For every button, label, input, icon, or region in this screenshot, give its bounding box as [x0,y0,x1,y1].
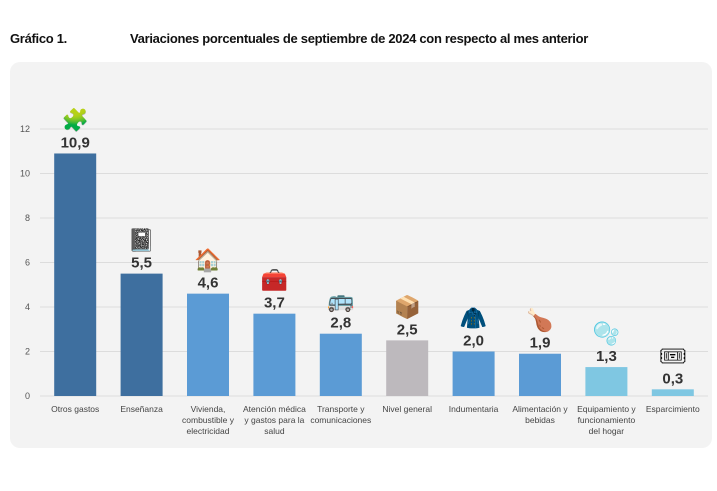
bar [187,293,229,396]
data-label: 4,6 [198,275,219,292]
y-tick-label: 6 [25,258,30,268]
x-tick-label: Equipamiento y [577,404,636,414]
x-tick-label: electricidad [187,426,230,436]
data-label: 10,9 [61,134,90,151]
medical-kit-icon: 🧰 [261,268,288,293]
x-tick-label: Alimentación y [512,404,568,414]
x-tick-label: salud [264,426,285,436]
x-tick-label: funcionamiento [578,415,636,425]
ticket-music-icon: 🎟 [659,343,687,368]
bar [120,273,163,396]
x-tick-label: Atención médica [243,404,306,414]
x-tick-label: Otros gastos [51,404,99,414]
data-label: 1,9 [530,335,551,352]
y-tick-label: 4 [25,302,30,312]
bar [319,333,362,396]
y-tick-label: 10 [20,169,30,179]
bar [585,367,628,396]
bar [253,313,296,396]
data-label: 3,7 [264,295,285,312]
notebook-icon: 📓 [128,228,155,253]
y-tick-label: 12 [20,124,30,134]
data-label: 0,3 [662,370,683,387]
food-icon: 🍗 [526,308,553,333]
y-tick-label: 8 [25,213,30,223]
y-tick-label: 0 [25,391,30,401]
box-icon: 📦 [393,294,420,319]
data-label: 1,3 [596,348,617,365]
x-tick-label: comunicaciones [310,415,371,425]
x-tick-label: Indumentaria [449,404,499,414]
bus-phone-icon: 🚌 [327,288,354,313]
chart-number: Gráfico 1. [10,31,67,46]
x-tick-label: combustible y [182,415,235,425]
x-tick-label: Transporte y [317,404,365,414]
x-tick-label: y gastos para la [244,415,304,425]
data-label: 2,8 [330,315,351,332]
bar [54,153,97,396]
bar [386,340,429,396]
x-tick-label: Enseñanza [120,404,163,414]
puzzle-money-icon: 🧩 [61,107,88,132]
bar [519,353,561,396]
jacket-icon: 🧥 [460,306,487,331]
x-tick-label: Vivienda, [191,404,226,414]
chart-title: Variaciones porcentuales de septiembre d… [130,31,588,46]
house-icon: 🏠 [194,248,221,273]
x-tick-label: del hogar [589,426,625,436]
data-label: 5,5 [131,255,152,272]
y-tick-label: 2 [25,347,30,357]
bar [651,389,694,396]
washing-machine-icon: 🫧 [593,321,620,346]
x-tick-label: bebidas [525,415,555,425]
data-label: 2,0 [463,333,484,350]
data-label: 2,5 [397,321,418,338]
x-tick-label: Nivel general [382,404,432,414]
bar [452,351,495,396]
x-tick-label: Esparcimiento [646,404,700,414]
